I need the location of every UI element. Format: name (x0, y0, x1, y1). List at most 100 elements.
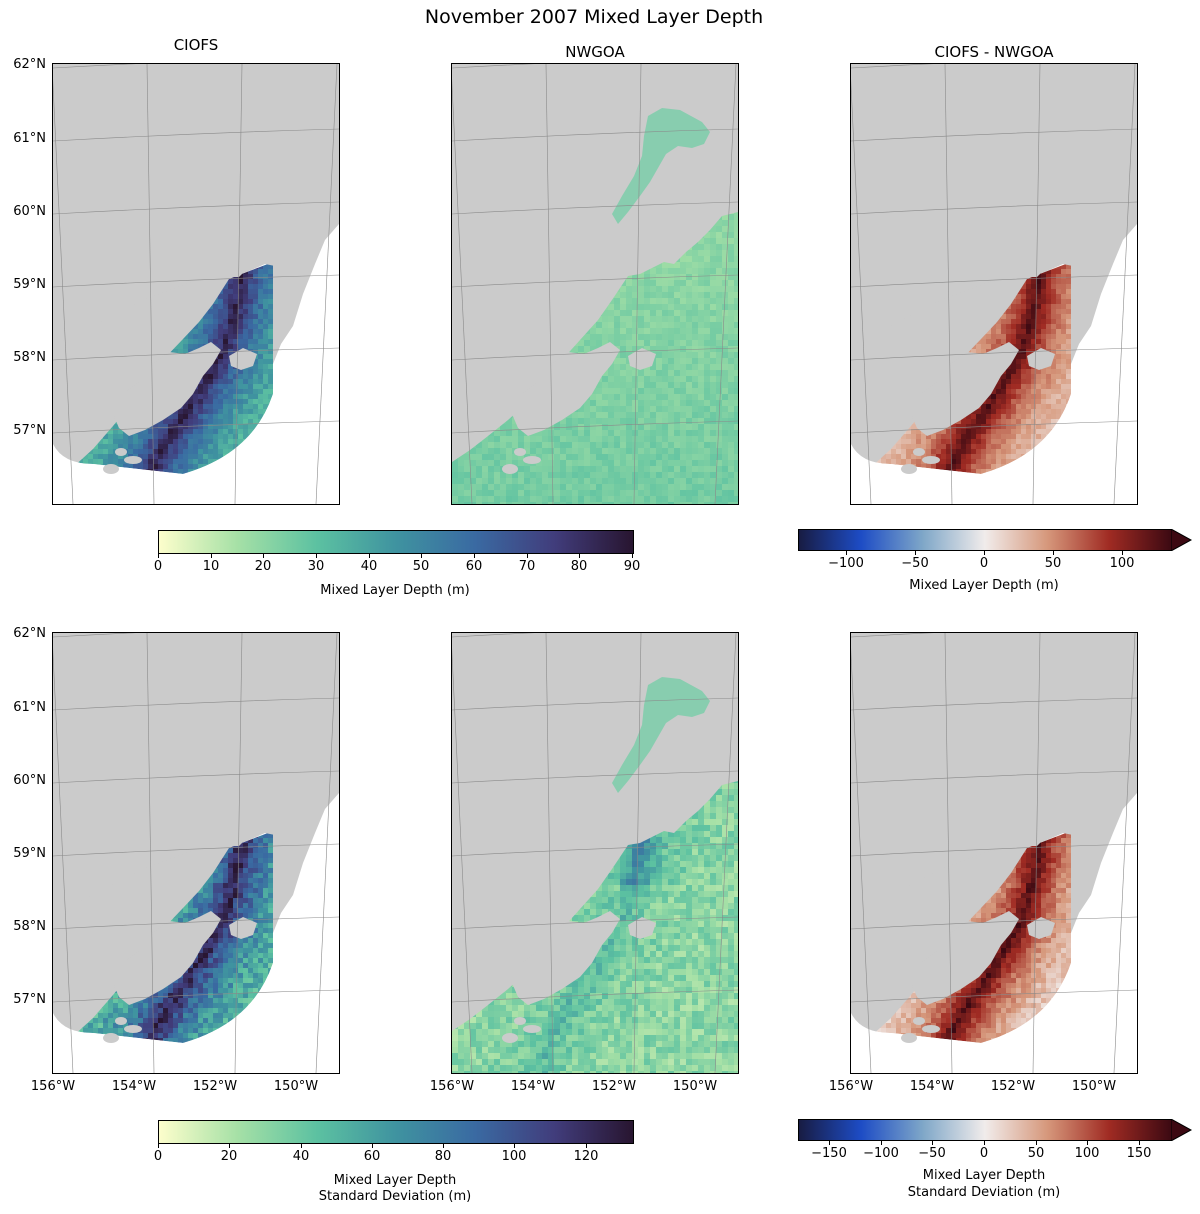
colorbar-tick-label: 80 (418, 1149, 468, 1164)
lon-label-150w: 150°W (665, 1079, 725, 1094)
colorbar-tick-label: 60 (347, 1149, 397, 1164)
colorbar-tick-mark (316, 553, 317, 558)
colorbar-tick-label: 100 (489, 1149, 539, 1164)
map-nwgoa-mean (451, 63, 739, 505)
lat-label-59n: 59°N (0, 846, 46, 861)
lat-label-57n: 57°N (0, 423, 46, 438)
lon-label-154w: 154°W (902, 1079, 962, 1094)
colorbar-extend-arrow (1171, 529, 1193, 551)
colorbar-tick-label: 50 (1028, 556, 1078, 571)
colorbar-tick-mark (915, 550, 916, 555)
colorbar-tick-label: 50 (1011, 1146, 1061, 1161)
colorbar-tick-label: 10 (186, 559, 236, 574)
colorbar-tick-mark (158, 553, 159, 558)
colorbar-tick-mark (586, 1143, 587, 1148)
colorbar-tick-label: 40 (344, 559, 394, 574)
colorbar-label-std-difference-line2: Standard Deviation (m) (798, 1185, 1170, 1200)
colorbar-tick-mark (1122, 550, 1123, 555)
colorbar-tick-label: 80 (554, 559, 604, 574)
colorbar-tick-label: 40 (276, 1149, 326, 1164)
colorbar-label-mean-difference: Mixed Layer Depth (m) (798, 578, 1170, 593)
colorbar-label-std-mld-line2: Standard Deviation (m) (158, 1189, 632, 1204)
lat-label-58n: 58°N (0, 919, 46, 934)
colorbar-tick-label: −100 (856, 1146, 906, 1161)
lat-label-57n: 57°N (0, 992, 46, 1007)
colorbar-tick-mark (443, 1143, 444, 1148)
lon-label-152w: 152°W (584, 1079, 644, 1094)
colorbar-tick-label: 0 (959, 556, 1009, 571)
lon-label-156w: 156°W (23, 1079, 83, 1094)
colorbar-tick-label: 30 (291, 559, 341, 574)
lat-label-61n: 61°N (0, 131, 46, 146)
lon-label-152w: 152°W (983, 1079, 1043, 1094)
colorbar-mean-difference (798, 529, 1172, 551)
map-nwgoa-std (451, 632, 739, 1074)
colorbar-tick-mark (514, 1143, 515, 1148)
colorbar-tick-mark (1036, 1140, 1037, 1145)
lon-label-156w: 156°W (821, 1079, 881, 1094)
lon-label-152w: 152°W (185, 1079, 245, 1094)
colorbar-tick-mark (369, 553, 370, 558)
colorbar-tick-mark (527, 553, 528, 558)
colorbar-tick-mark (211, 553, 212, 558)
colorbar-tick-mark (881, 1140, 882, 1145)
lat-label-62n: 62°N (0, 57, 46, 72)
lon-label-150w: 150°W (266, 1079, 326, 1094)
colorbar-mean-mld (158, 530, 634, 554)
colorbar-tick-mark (474, 553, 475, 558)
colorbar-tick-mark (158, 1143, 159, 1148)
colorbar-tick-mark (1087, 1140, 1088, 1145)
lat-label-60n: 60°N (0, 204, 46, 219)
colorbar-label-mean-mld: Mixed Layer Depth (m) (158, 583, 632, 598)
colorbar-label-std-difference-line1: Mixed Layer Depth (798, 1168, 1170, 1183)
colorbar-tick-mark (984, 1140, 985, 1145)
colorbar-tick-mark (1053, 550, 1054, 555)
map-difference-std (850, 632, 1138, 1074)
lon-label-150w: 150°W (1064, 1079, 1124, 1094)
colorbar-tick-label: 20 (204, 1149, 254, 1164)
lon-label-154w: 154°W (104, 1079, 164, 1094)
colorbar-tick-label: −100 (821, 556, 871, 571)
lat-label-61n: 61°N (0, 700, 46, 715)
colorbar-tick-label: 70 (502, 559, 552, 574)
colorbar-tick-mark (829, 1140, 830, 1145)
column-title-ciofs: CIOFS (52, 36, 340, 54)
lat-label-60n: 60°N (0, 773, 46, 788)
colorbar-tick-mark (229, 1143, 230, 1148)
lon-label-156w: 156°W (422, 1079, 482, 1094)
colorbar-tick-mark (263, 553, 264, 558)
colorbar-tick-label: −50 (907, 1146, 957, 1161)
colorbar-tick-label: −50 (890, 556, 940, 571)
colorbar-tick-label: 150 (1114, 1146, 1164, 1161)
colorbar-tick-mark (579, 553, 580, 558)
colorbar-tick-label: 0 (133, 559, 183, 574)
colorbar-tick-label: 90 (607, 559, 657, 574)
map-ciofs-std (52, 632, 340, 1074)
colorbar-std-mld (158, 1120, 634, 1144)
column-title-difference: CIOFS - NWGOA (850, 43, 1138, 61)
map-difference-mean (850, 63, 1138, 505)
colorbar-tick-mark (846, 550, 847, 555)
colorbar-tick-mark (932, 1140, 933, 1145)
colorbar-tick-label: 100 (1097, 556, 1147, 571)
colorbar-tick-label: 100 (1062, 1146, 1112, 1161)
colorbar-tick-mark (372, 1143, 373, 1148)
colorbar-tick-mark (421, 553, 422, 558)
colorbar-tick-mark (1139, 1140, 1140, 1145)
figure-title: November 2007 Mixed Layer Depth (0, 6, 1188, 28)
lat-label-62n: 62°N (0, 626, 46, 641)
colorbar-tick-label: −150 (804, 1146, 854, 1161)
colorbar-tick-label: 60 (449, 559, 499, 574)
colorbar-tick-label: 0 (959, 1146, 1009, 1161)
colorbar-label-std-mld-line1: Mixed Layer Depth (158, 1173, 632, 1188)
colorbar-tick-label: 120 (561, 1149, 611, 1164)
colorbar-tick-mark (632, 553, 633, 558)
lon-label-154w: 154°W (503, 1079, 563, 1094)
colorbar-tick-label: 0 (133, 1149, 183, 1164)
colorbar-tick-mark (984, 550, 985, 555)
colorbar-tick-label: 20 (238, 559, 288, 574)
lat-label-58n: 58°N (0, 350, 46, 365)
colorbar-std-difference (798, 1119, 1172, 1141)
lat-label-59n: 59°N (0, 277, 46, 292)
colorbar-extend-arrow (1171, 1119, 1193, 1141)
